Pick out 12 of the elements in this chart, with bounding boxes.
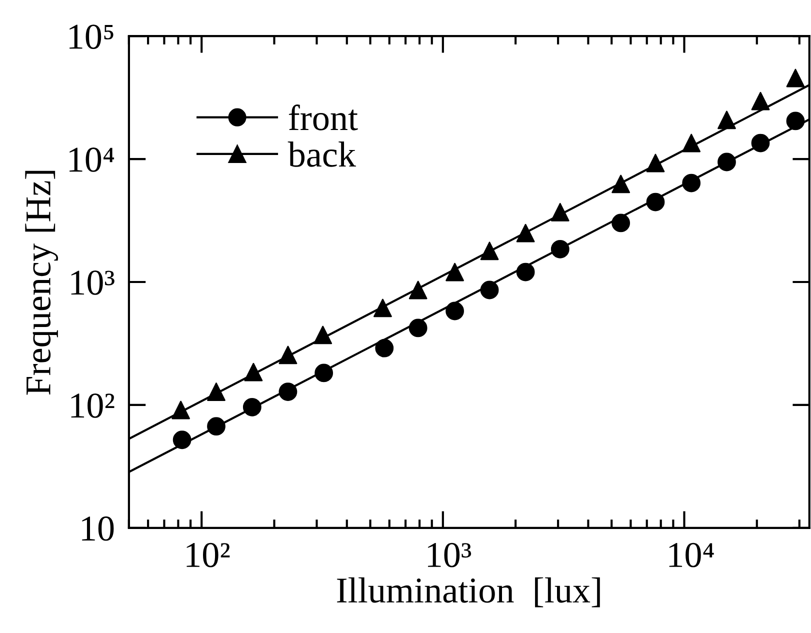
x-tick-label: 10³ [428,542,472,568]
legend-label: front [288,104,358,130]
legend-label: back [288,141,356,167]
y-axis-title: Frequency [Hz] [25,170,58,395]
y-tick-label: 10⁴ [70,148,114,172]
x-axis-title: Illumination [lux] [337,577,600,608]
y-tick-label: 10² [71,393,114,418]
x-tick-label: 10⁴ [669,542,714,568]
y-tick-label: 10³ [71,270,114,295]
x-tick-label: 10² [186,542,230,568]
y-tick-label: 10 [82,516,114,541]
y-tick-label: 10⁵ [70,24,114,49]
